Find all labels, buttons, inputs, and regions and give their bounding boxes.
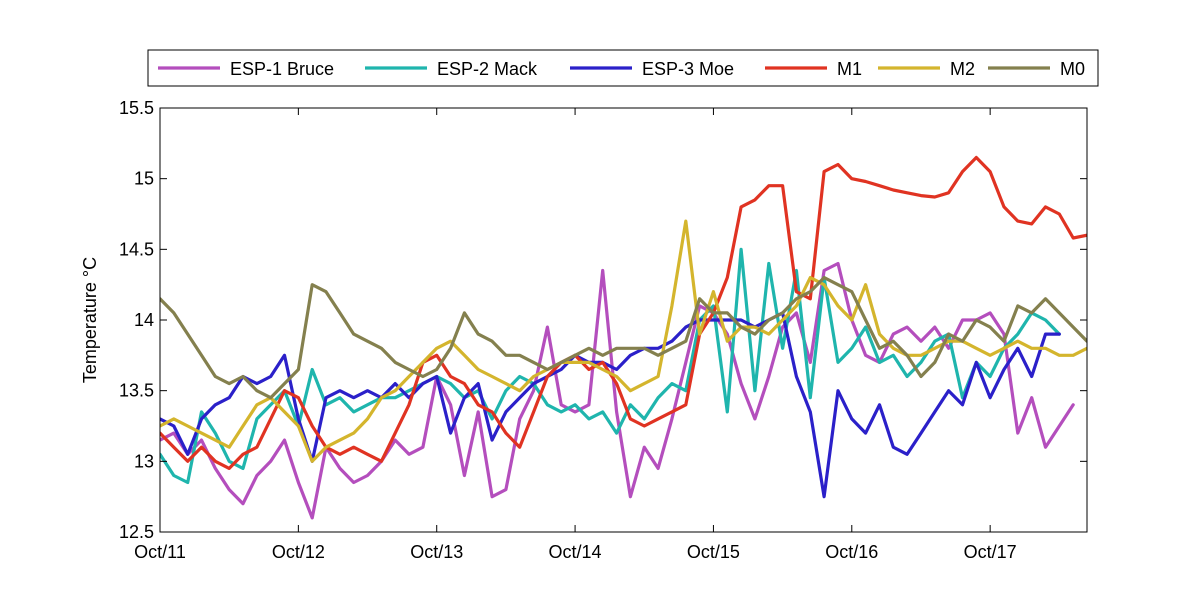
x-tick-label: Oct/11 [134,542,186,562]
x-tick-label: Oct/15 [687,542,740,562]
y-tick-label: 15 [134,169,154,189]
legend-label: M1 [837,59,862,79]
plot-area [160,155,1087,520]
series-line-6 [160,276,1087,400]
x-tick-label: Oct/14 [549,542,602,562]
legend-label: ESP-2 Mack [437,59,538,79]
axes: 12.5 13 13.5 14 14.5 15 15.5 Oct/11 Oct/12 Oct/13… [119,98,1088,562]
legend-label: M2 [950,59,975,79]
series-line-1 [160,261,1075,520]
x-tick-label: Oct/12 [272,542,325,562]
y-tick-label: 14.5 [119,239,154,259]
y-tick-label: 13 [134,451,154,471]
y-tick-label: 15.5 [119,98,154,118]
legend: ESP-1 Bruce ESP-2 Mack ESP-3 Moe M1 M2 M0 [147,49,1099,87]
series-line-5 [160,219,1087,463]
series-line-2 [160,247,1061,485]
legend-label: M0 [1060,59,1085,79]
x-tick-label: Oct/13 [410,542,463,562]
y-tick-label: 12.5 [119,522,154,542]
legend-label: ESP-3 Moe [642,59,734,79]
y-tick-label: 13.5 [119,381,154,401]
x-tick-label: Oct/17 [964,542,1017,562]
x-tick-label: Oct/16 [825,542,878,562]
series-line-4 [160,155,1087,470]
axes-box [159,107,1088,533]
y-tick-label: 14 [134,310,154,330]
legend-label: ESP-1 Bruce [230,59,334,79]
y-axis-label: Temperature °C [80,257,100,383]
